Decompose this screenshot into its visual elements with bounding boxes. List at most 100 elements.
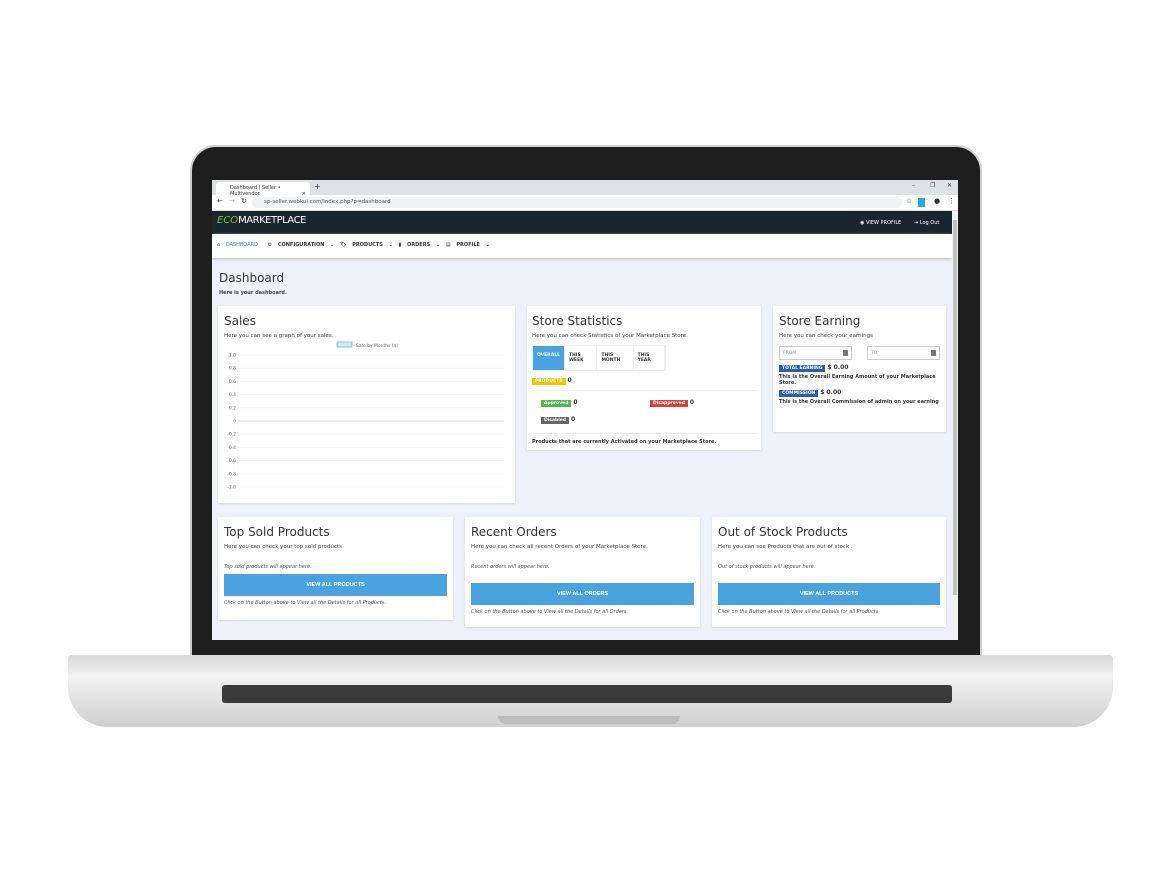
empty-message: Recent orders will appear here.: [471, 564, 550, 570]
id-card-icon: ▤: [445, 242, 453, 248]
y-tick-label: 0.8: [229, 366, 236, 372]
card-title: Recent Orders: [471, 525, 557, 539]
y-tick-label: -0.8: [227, 471, 236, 477]
out-of-stock-card: Out of Stock Products Here you can see P…: [712, 517, 946, 627]
y-tick-label: -0.4: [227, 445, 236, 451]
new-tab-icon[interactable]: +: [314, 182, 321, 191]
eye-icon: ◉: [860, 220, 866, 226]
empty-message: Top sold products will appear here.: [224, 564, 312, 570]
disabled-badge: Disabled: [541, 417, 570, 424]
laptop-keyboard: [222, 685, 952, 703]
card-subtitle: Here you can check your top sold product…: [224, 544, 344, 550]
stats-subtitle: Here you can check Statistics of your Ma…: [532, 333, 688, 339]
y-tick-label: -0.6: [227, 458, 236, 464]
laptop-notch: [498, 716, 680, 724]
y-tick-label: -1.0: [227, 485, 236, 491]
disapproved-count: 0: [689, 399, 695, 406]
address-bar: ← → ↻ sp-seller.webkul.com/index.php?p=d…: [212, 195, 958, 211]
y-tick-label: 1.0: [229, 353, 236, 359]
products-badge: PRODUCTS: [532, 378, 566, 385]
clipboard-icon: ▮: [398, 242, 404, 248]
view-all-orders-button[interactable]: VIEW ALL ORDERS: [471, 583, 694, 605]
commission-desc: This is the Overall Commission of admin …: [779, 399, 939, 405]
tab-this-year[interactable]: THIS YEAR: [634, 346, 665, 370]
recent-orders-card: Recent Orders Here you can check all rec…: [465, 517, 700, 627]
menu-kebab-icon[interactable]: ⋮: [948, 197, 955, 205]
card-note: Click on the Button above to View all th…: [224, 600, 386, 606]
commission-badge: COMMISSION: [779, 390, 819, 397]
menu-configuration[interactable]: ⚙ CONFIGURATION ⌄: [267, 242, 335, 248]
menu-products[interactable]: 🏷 PRODUCTS ⌄: [340, 242, 393, 248]
earning-subtitle: Here you can check your earnings: [779, 333, 874, 339]
view-all-out-of-stock-button[interactable]: VIEW ALL PRODUCTS: [718, 583, 940, 605]
commission-value: $ 0.00: [820, 389, 842, 396]
card-note: Click on the Button above to View all th…: [718, 609, 880, 615]
total-earning-badge: TOTAL EARNING: [779, 365, 826, 372]
logout-link[interactable]: ⇥ Log Out: [914, 220, 940, 226]
calendar-icon[interactable]: [931, 350, 936, 356]
legend-label: Sale by Months ($): [356, 343, 399, 349]
to-date-input[interactable]: TO: [867, 346, 940, 360]
reload-icon[interactable]: ↻: [241, 197, 247, 205]
tab-bar: Dashboard | Seller • Multivendor ✕ + – ❐ …: [212, 180, 958, 197]
close-window-icon[interactable]: ✕: [947, 182, 953, 189]
top-navbar: ECOMARKETPLACE ◉ VIEW PROFILE ⇥ Log Out: [212, 211, 952, 234]
tab-overall[interactable]: OVERALL: [533, 346, 565, 370]
logo[interactable]: ECOMARKETPLACE: [217, 215, 306, 226]
restore-icon[interactable]: ❐: [930, 182, 936, 189]
card-title: Top Sold Products: [224, 525, 330, 539]
disapproved-badge: Disapproved: [650, 400, 688, 407]
earning-title: Store Earning: [779, 314, 861, 328]
stats-footer: Products that are currently Activated on…: [532, 433, 756, 445]
card-subtitle: Here you can check all recent Orders of …: [471, 544, 648, 550]
back-icon[interactable]: ←: [217, 197, 223, 205]
empty-message: Out of stock products will appear here.: [718, 564, 816, 570]
y-tick-label: 0.6: [229, 379, 236, 385]
logout-icon: ⇥: [914, 220, 920, 226]
view-all-products-button[interactable]: VIEW ALL PRODUCTS: [224, 574, 447, 596]
sales-subtitle: Here you can see a graph of your sales.: [224, 333, 334, 339]
total-earning-desc: This is the Overall Earning Amount of yo…: [779, 374, 936, 386]
url-input[interactable]: sp-seller.webkul.com/index.php?p=dashboa…: [252, 197, 902, 208]
products-count: 0: [567, 377, 572, 384]
card-note: Click on the Button above to View all th…: [471, 609, 629, 615]
from-date-input[interactable]: FROM: [779, 346, 852, 360]
top-sold-card: Top Sold Products Here you can check you…: [218, 517, 453, 620]
scrollbar-thumb[interactable]: [953, 220, 957, 595]
store-statistics-card: Store Statistics Here you can check Stat…: [527, 306, 761, 450]
view-profile-link[interactable]: ◉ VIEW PROFILE: [860, 220, 902, 226]
store-earning-card: Store Earning Here you can check your ea…: [773, 306, 946, 432]
card-title: Out of Stock Products: [718, 525, 848, 539]
sales-chart: Sale by Months ($) 1.0 0.8 0.6 0.4 0.2 0 -0.2 -0…: [227, 341, 504, 491]
minimize-icon[interactable]: –: [912, 182, 915, 189]
browser-tab[interactable]: Dashboard | Seller • Multivendor ✕: [216, 182, 310, 197]
gear-icon: ⚙: [267, 242, 274, 248]
extension-icon[interactable]: [918, 198, 925, 207]
menu-profile[interactable]: ▤ PROFILE ⌄: [445, 242, 490, 248]
y-tick-label: 0.2: [229, 405, 236, 411]
stats-tabs: OVERALL THIS WEEK THIS MONTH THIS YEAR: [532, 345, 666, 371]
close-tab-icon[interactable]: ✕: [301, 191, 306, 197]
sales-title: Sales: [224, 314, 256, 328]
approved-badge: Approved: [541, 400, 572, 407]
menu-orders[interactable]: ▮ ORDERS ⌄: [398, 242, 441, 248]
tab-this-month[interactable]: THIS MONTH: [597, 346, 634, 370]
account-icon[interactable]: ●: [934, 197, 941, 205]
sales-card: Sales Here you can see a graph of your s…: [218, 306, 515, 503]
star-icon[interactable]: ☆: [906, 197, 913, 205]
forward-icon[interactable]: →: [229, 197, 235, 205]
home-icon: ⌂: [217, 242, 222, 248]
browser-window: Dashboard | Seller • Multivendor ✕ + – ❐ …: [212, 180, 958, 640]
total-earning-value: $ 0.00: [827, 364, 849, 371]
legend-swatch: [336, 341, 353, 348]
tab-this-week[interactable]: THIS WEEK: [565, 346, 598, 370]
page-title: Dashboard: [219, 271, 285, 285]
card-subtitle: Here you can see Products that are out o…: [718, 544, 853, 550]
menu-dashboard[interactable]: ⌂ DASHBOARD: [217, 242, 258, 248]
page-subtitle: Here is your dashboard.: [219, 290, 287, 296]
main-menu: ⌂ DASHBOARD ⚙ CONFIGURATION ⌄ 🏷 PRODUCTS…: [212, 234, 952, 258]
calendar-icon[interactable]: [843, 350, 848, 356]
disabled-count: 0: [570, 416, 576, 423]
tag-icon: 🏷: [340, 242, 349, 248]
approved-count: 0: [573, 399, 578, 406]
